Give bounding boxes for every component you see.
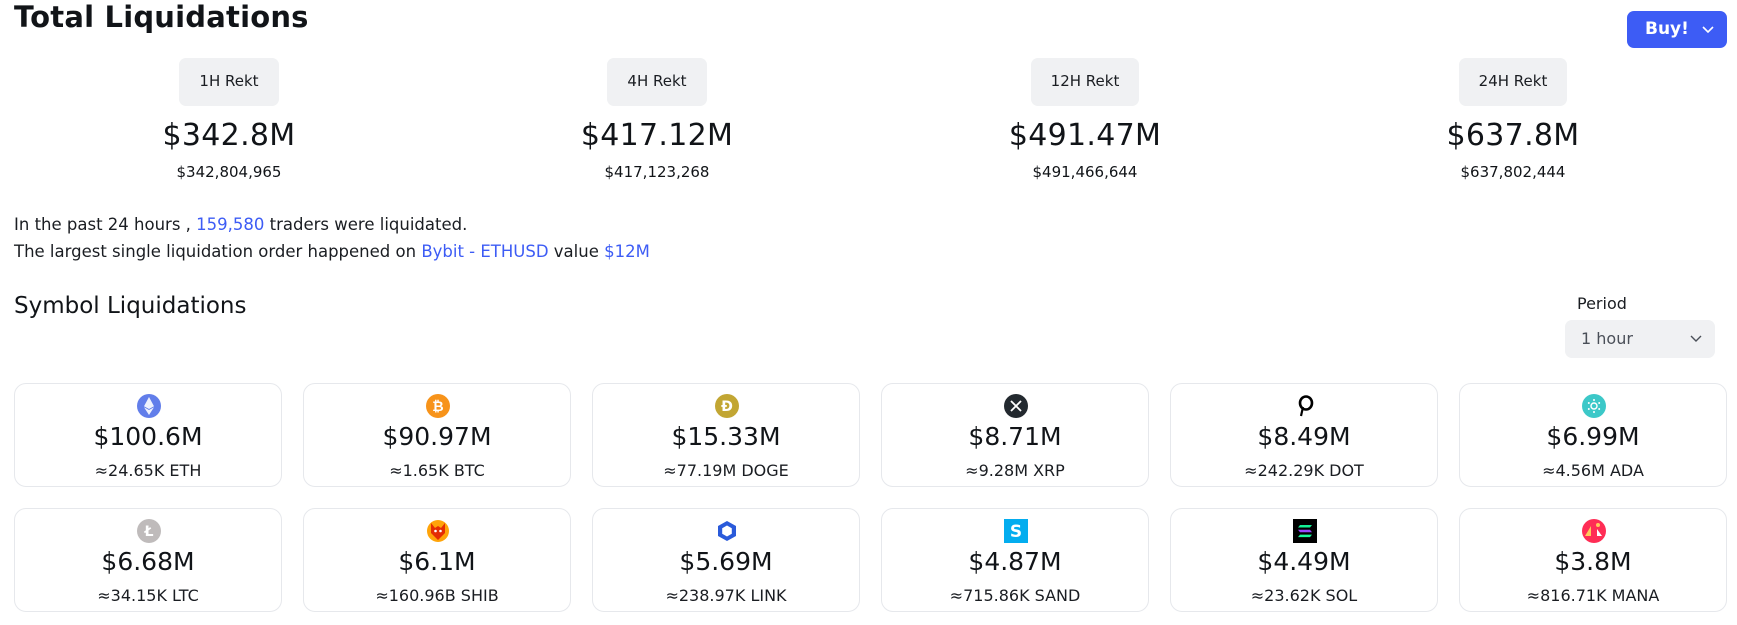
sand-icon: S: [1004, 519, 1028, 543]
chevron-down-icon: [1690, 335, 1702, 342]
stat-exact: $417,123,268: [604, 163, 710, 181]
stat-value: $491.47M: [1008, 118, 1162, 153]
card-amount: $8.49M: [1257, 422, 1351, 451]
card-units: ≈816.71K MANA: [1526, 586, 1660, 605]
card-units: ≈160.96B SHIB: [375, 586, 499, 605]
stat-value: $637.8M: [1446, 118, 1580, 153]
xrp-icon: [1004, 394, 1028, 418]
symbol-card-ada[interactable]: $6.99M ≈4.56M ADA: [1459, 383, 1727, 487]
svg-text:Ð: Ð: [721, 399, 733, 415]
doge-icon: Ð: [715, 394, 739, 418]
stat-exact: $342,804,965: [176, 163, 282, 181]
stat-24h: 24H Rekt $637.8M $637,802,444: [1363, 58, 1663, 181]
mana-icon: [1582, 519, 1606, 543]
chevron-down-icon: [1702, 26, 1714, 34]
card-amount: $6.99M: [1546, 422, 1640, 451]
svg-text:S: S: [1010, 522, 1022, 542]
summary-text: In the past 24 hours ,: [14, 215, 191, 234]
period-value: 1 hour: [1581, 329, 1633, 348]
dot-icon: [1298, 395, 1314, 417]
card-amount: $100.6M: [93, 422, 203, 451]
card-amount: $5.69M: [679, 547, 773, 576]
exchange-pair-link[interactable]: Bybit - ETHUSD: [421, 242, 549, 261]
symbol-card-dot[interactable]: $8.49M ≈242.29K DOT: [1170, 383, 1438, 487]
card-units: ≈34.15K LTC: [97, 586, 199, 605]
svg-text:Ł: Ł: [144, 524, 154, 540]
buy-button[interactable]: Buy!: [1627, 11, 1727, 48]
card-units: ≈24.65K ETH: [94, 461, 202, 480]
stat-label: 12H Rekt: [1030, 58, 1140, 106]
stat-exact: $491,466,644: [1032, 163, 1138, 181]
stat-12h: 12H Rekt $491.47M $491,466,644: [935, 58, 1235, 181]
section-title: Symbol Liquidations: [14, 293, 247, 319]
symbol-card-shib[interactable]: $6.1M ≈160.96B SHIB: [303, 508, 571, 612]
ada-icon: [1582, 394, 1606, 418]
eth-icon: [137, 394, 161, 418]
card-amount: $90.97M: [382, 422, 492, 451]
period-label: Period: [1577, 294, 1627, 313]
card-amount: $8.71M: [968, 422, 1062, 451]
symbol-card-sol[interactable]: $4.49M ≈23.62K SOL: [1170, 508, 1438, 612]
symbol-card-mana[interactable]: $3.8M ≈816.71K MANA: [1459, 508, 1727, 612]
stat-exact: $637,802,444: [1460, 163, 1566, 181]
shib-icon: [427, 520, 449, 542]
btc-icon: ₿: [426, 394, 450, 418]
symbol-card-sand[interactable]: S $4.87M ≈715.86K SAND: [881, 508, 1149, 612]
stat-value: $342.8M: [162, 118, 296, 153]
symbol-card-ltc[interactable]: Ł $6.68M ≈34.15K LTC: [14, 508, 282, 612]
liquidation-summary: In the past 24 hours , 159,580 traders w…: [14, 211, 650, 265]
symbol-card-doge[interactable]: Ð $15.33M ≈77.19M DOGE: [592, 383, 860, 487]
card-amount: $3.8M: [1554, 547, 1632, 576]
symbol-card-xrp[interactable]: $8.71M ≈9.28M XRP: [881, 383, 1149, 487]
stat-label: 1H Rekt: [179, 58, 279, 106]
symbol-card-link[interactable]: $5.69M ≈238.97K LINK: [592, 508, 860, 612]
card-units: ≈1.65K BTC: [389, 461, 485, 480]
card-units: ≈4.56M ADA: [1542, 461, 1644, 480]
stat-1h: 1H Rekt $342.8M $342,804,965: [79, 58, 379, 181]
svg-text:₿: ₿: [432, 399, 443, 415]
card-units: ≈77.19M DOGE: [663, 461, 789, 480]
buy-button-label: Buy!: [1645, 19, 1689, 39]
card-units: ≈23.62K SOL: [1250, 586, 1358, 605]
summary-text: traders were liquidated.: [269, 215, 468, 234]
symbol-card-eth[interactable]: $100.6M ≈24.65K ETH: [14, 383, 282, 487]
card-units: ≈9.28M XRP: [965, 461, 1065, 480]
card-units: ≈715.86K SAND: [949, 586, 1081, 605]
traders-count-link[interactable]: 159,580: [196, 215, 265, 234]
stat-4h: 4H Rekt $417.12M $417,123,268: [507, 58, 807, 181]
card-units: ≈238.97K LINK: [665, 586, 787, 605]
period-select[interactable]: 1 hour: [1565, 320, 1715, 358]
summary-text: The largest single liquidation order hap…: [14, 242, 417, 261]
largest-order-value[interactable]: $12M: [604, 242, 650, 261]
link-icon: [718, 521, 736, 541]
card-amount: $15.33M: [671, 422, 781, 451]
card-units: ≈242.29K DOT: [1244, 461, 1364, 480]
card-amount: $6.68M: [101, 547, 195, 576]
symbol-card-btc[interactable]: ₿ $90.97M ≈1.65K BTC: [303, 383, 571, 487]
card-amount: $6.1M: [398, 547, 476, 576]
card-amount: $4.87M: [968, 547, 1062, 576]
stat-label: 24H Rekt: [1458, 58, 1568, 106]
summary-text: value: [553, 242, 599, 261]
sol-icon: [1293, 519, 1317, 543]
stat-label: 4H Rekt: [607, 58, 707, 106]
stat-value: $417.12M: [580, 118, 734, 153]
card-amount: $4.49M: [1257, 547, 1351, 576]
page-title: Total Liquidations: [14, 0, 309, 34]
ltc-icon: Ł: [137, 519, 161, 543]
